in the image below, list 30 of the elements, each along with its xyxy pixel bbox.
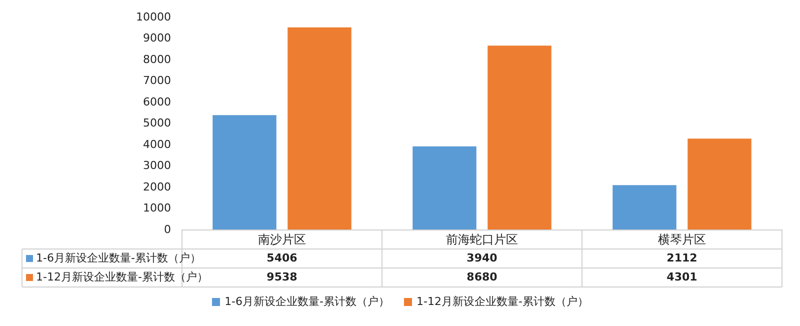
x-tick-label: 横琴片区	[658, 232, 706, 246]
text: 1-6月新设企业数量-累计数（户）	[224, 295, 390, 308]
data-label: 9538	[266, 270, 298, 284]
x-tick-label: 南沙片区	[258, 232, 306, 246]
bar	[488, 46, 552, 230]
y-tick-label: 9000	[142, 32, 171, 45]
y-tick-label: 10000	[136, 10, 171, 24]
legend-label: 1-12月新设企业数量-累计数（户）	[416, 294, 588, 309]
data-label: 4301	[666, 270, 698, 284]
y-tick-label: 6000	[142, 95, 171, 108]
x-tick-label: 前海蛇口片区	[446, 232, 518, 246]
bar	[688, 138, 752, 230]
y-tick-label: 1000	[142, 202, 171, 215]
data-label: 5406	[266, 251, 298, 264]
legend-label: 1-6月新设企业数量-累计数（户）	[36, 251, 201, 264]
bar	[212, 115, 276, 230]
bar	[612, 185, 676, 230]
data-label: 8680	[466, 270, 498, 284]
bar	[412, 146, 476, 230]
y-tick-label: 3000	[142, 159, 171, 172]
y-tick-label: 2000	[142, 180, 171, 194]
y-tick-label: 5000	[142, 116, 171, 130]
y-tick-label: 8000	[142, 52, 171, 66]
data-label: 2112	[666, 251, 698, 264]
y-tick-label: 4000	[142, 138, 171, 151]
y-tick-label: 0	[164, 222, 171, 236]
text: 1-12月新设企业数量-累计数（户）	[36, 270, 208, 284]
data-label: 3940	[466, 251, 498, 264]
bar	[288, 27, 352, 230]
y-tick-label: 7000	[142, 74, 171, 88]
